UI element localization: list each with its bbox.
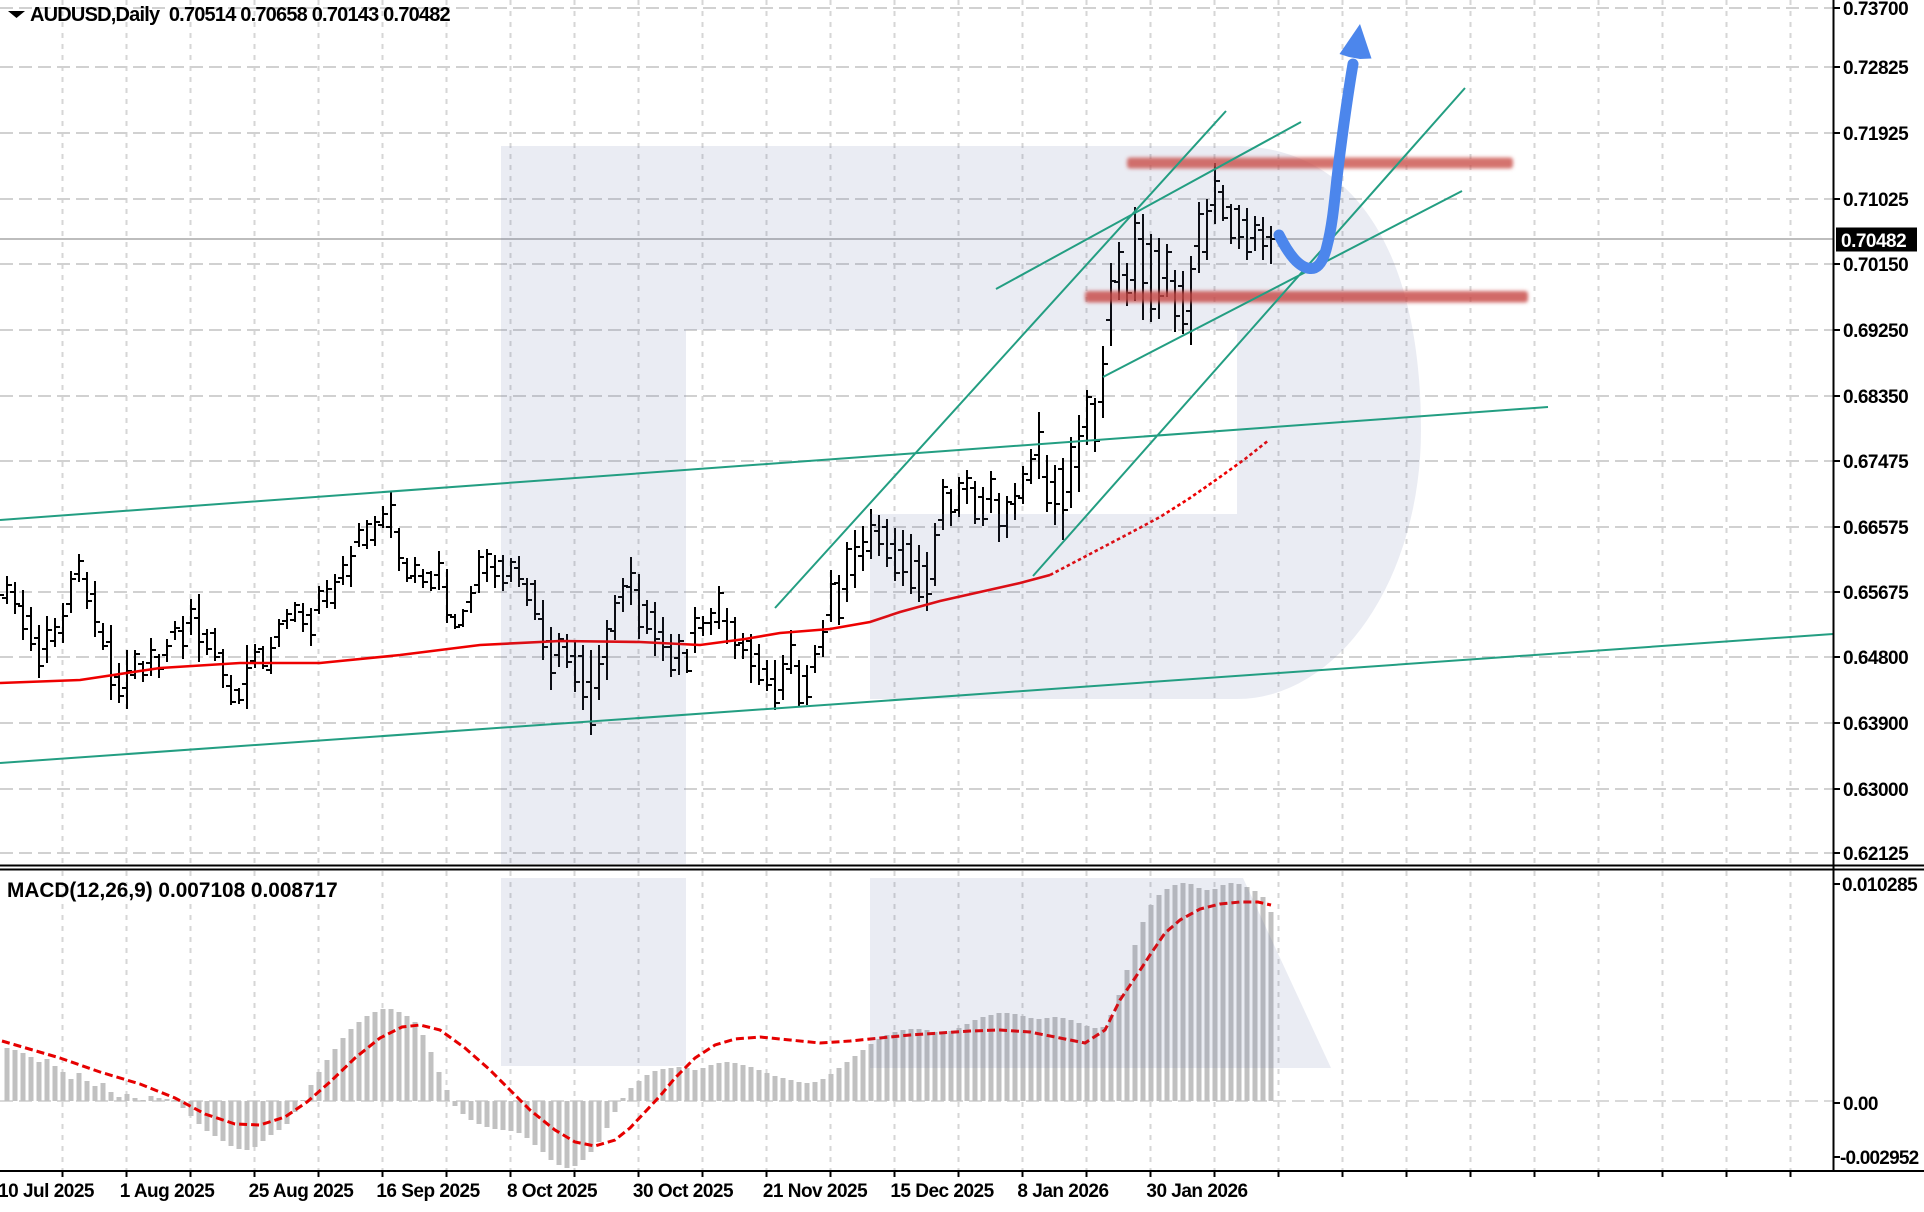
svg-text:0.010285: 0.010285: [1842, 875, 1918, 896]
svg-text:0.67475: 0.67475: [1843, 452, 1909, 473]
svg-text:0.64800: 0.64800: [1843, 648, 1908, 669]
svg-text:-0.002952: -0.002952: [1840, 1148, 1919, 1169]
svg-text:0.68350: 0.68350: [1843, 387, 1908, 408]
svg-text:30 Jan 2026: 30 Jan 2026: [1146, 1181, 1247, 1202]
svg-text:8 Jan 2026: 8 Jan 2026: [1017, 1181, 1108, 1202]
svg-text:0.71025: 0.71025: [1843, 190, 1909, 211]
svg-text:0.65675: 0.65675: [1843, 583, 1909, 604]
svg-text:0.62125: 0.62125: [1843, 844, 1909, 865]
svg-text:0.66575: 0.66575: [1843, 518, 1909, 539]
svg-text:1 Aug 2025: 1 Aug 2025: [120, 1181, 216, 1202]
svg-text:AUDUSD,Daily 0.70514 0.70658: AUDUSD,Daily 0.70514 0.70658 0.70143 0.7…: [30, 4, 451, 26]
svg-text:25 Aug 2025: 25 Aug 2025: [249, 1181, 355, 1202]
svg-text:0.63900: 0.63900: [1843, 714, 1908, 735]
svg-text:0.72825: 0.72825: [1843, 58, 1909, 79]
svg-text:15 Dec 2025: 15 Dec 2025: [890, 1181, 994, 1202]
svg-text:16 Sep 2025: 16 Sep 2025: [376, 1181, 480, 1202]
svg-text:0.70482: 0.70482: [1841, 231, 1906, 252]
svg-text:0.71925: 0.71925: [1843, 124, 1909, 145]
svg-text:10 Jul 2025: 10 Jul 2025: [0, 1181, 95, 1202]
svg-text:21 Nov 2025: 21 Nov 2025: [763, 1181, 868, 1202]
svg-text:0.69250: 0.69250: [1843, 321, 1908, 342]
svg-text:0.00: 0.00: [1843, 1094, 1878, 1115]
svg-text:MACD(12,26,9) 0.007108 0.00871: MACD(12,26,9) 0.007108 0.008717: [7, 879, 338, 902]
svg-text:30 Oct 2025: 30 Oct 2025: [633, 1181, 734, 1202]
svg-text:0.70150: 0.70150: [1843, 255, 1908, 276]
svg-text:0.63000: 0.63000: [1843, 780, 1908, 801]
svg-text:8 Oct 2025: 8 Oct 2025: [507, 1181, 598, 1202]
svg-text:0.73700: 0.73700: [1843, 0, 1908, 20]
